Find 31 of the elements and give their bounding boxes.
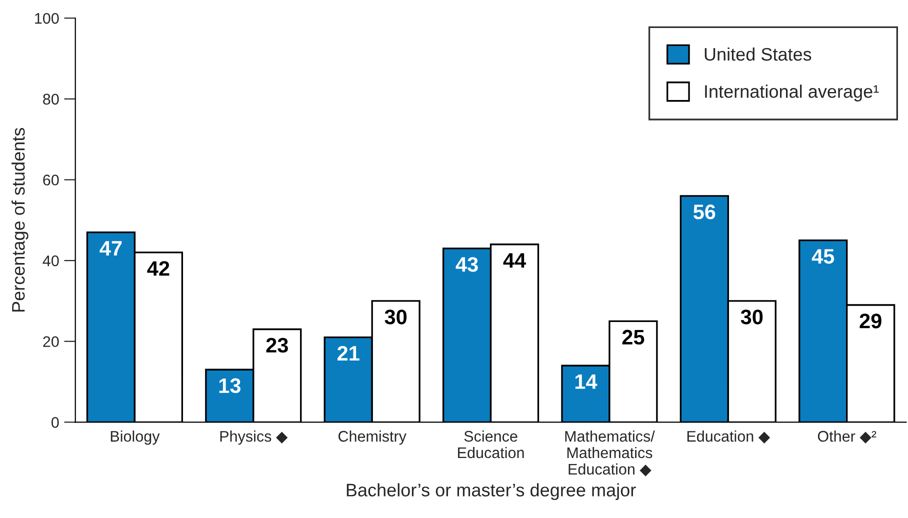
x-tick-label: Other ◆²: [818, 430, 876, 444]
y-axis-title: Percentage of students: [12, 128, 28, 312]
data-label: 25: [622, 330, 644, 345]
x-tick-label: Science Education: [458, 430, 524, 458]
x-tick-label: Mathematics/ Mathematics Education ◆: [565, 430, 655, 476]
x-tick-label: Chemistry: [338, 430, 406, 445]
data-label: 30: [384, 310, 407, 324]
data-label: 45: [812, 249, 834, 264]
data-label: 21: [337, 346, 360, 360]
x-tick-label: Biology: [110, 430, 160, 445]
data-label: 56: [693, 204, 716, 220]
y-tick-label: 20: [43, 336, 59, 348]
data-label: 47: [100, 241, 122, 256]
y-tick-label: 40: [42, 255, 59, 266]
data-label: 44: [503, 253, 526, 268]
data-label: 43: [456, 257, 478, 272]
data-label: 29: [860, 314, 882, 328]
y-tick-label: 0: [51, 417, 59, 428]
data-label: 13: [219, 378, 240, 394]
legend-label: United States: [704, 47, 812, 61]
x-tick-label: Physics ◆: [220, 430, 288, 445]
data-label: 14: [575, 374, 598, 389]
legend-label: International average¹: [705, 84, 879, 102]
data-label: 23: [266, 338, 288, 353]
x-axis-title: Bachelor’s or master’s degree major: [346, 483, 636, 500]
x-tick-label: Education ◆: [687, 430, 770, 444]
y-tick-label: 80: [43, 94, 59, 105]
data-label: 30: [740, 310, 763, 324]
y-tick-label: 100: [35, 13, 59, 24]
data-label: 42: [147, 261, 170, 276]
y-tick-label: 60: [43, 174, 59, 186]
